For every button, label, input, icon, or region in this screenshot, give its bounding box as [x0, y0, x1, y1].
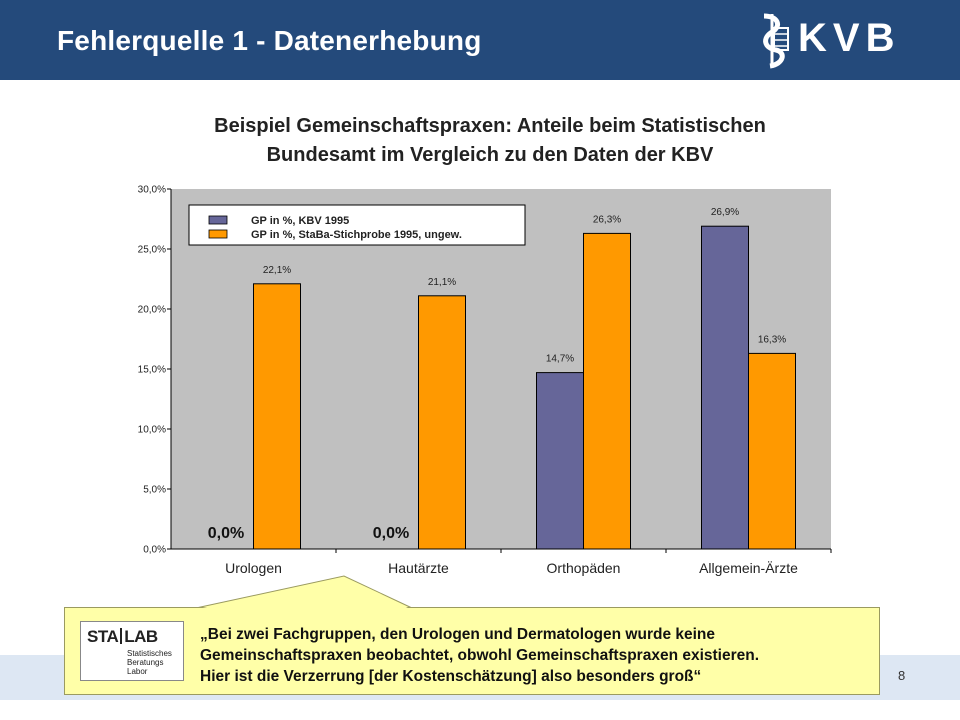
bar-staba	[253, 283, 301, 550]
page-number: 8	[898, 668, 906, 683]
chart-title: Beispiel Gemeinschaftspraxen: Anteile be…	[100, 112, 880, 170]
data-label: 16,3%	[758, 334, 786, 345]
legend-label: GP in %, StaBa-Stichprobe 1995, ungew.	[251, 229, 462, 241]
y-tick-label: 15,0%	[138, 365, 166, 376]
y-tick-label: 5,0%	[143, 485, 166, 496]
data-label: 26,9%	[711, 207, 739, 218]
data-label: 21,1%	[428, 277, 456, 288]
slide-title: Fehlerquelle 1 - Datenerhebung	[57, 25, 482, 56]
kvb-emblem-icon	[763, 13, 789, 69]
callout-box	[64, 607, 880, 695]
chart-title-line-2: Bundesamt im Vergleich zu den Daten der …	[266, 144, 714, 166]
data-label: 22,1%	[263, 265, 291, 276]
y-tick-label: 10,0%	[138, 425, 166, 436]
legend-swatch	[208, 215, 228, 225]
stablab-brand: STA LAB	[87, 627, 158, 646]
bar-staba	[748, 352, 796, 550]
x-tick-label: Urologen	[225, 560, 282, 576]
kvb-logo-text: KVB	[798, 16, 901, 60]
chart-title-line-1: Beispiel Gemeinschaftspraxen: Anteile be…	[214, 115, 766, 137]
y-tick-label: 0,0%	[143, 545, 166, 556]
x-tick-label: Orthopäden	[547, 560, 621, 576]
quote-line-1: „Bei zwei Fachgruppen, den Urologen und …	[200, 626, 716, 643]
data-label-zero: 0,0%	[373, 525, 409, 542]
bar-chart: 0,0% 22,1% 0,0% 21,1% 14,7% 26,3% 26,9% 16,3% 0…	[138, 185, 832, 576]
callout-quote: „Bei zwei Fachgruppen, den Urologen und …	[200, 624, 880, 687]
legend-box	[188, 204, 526, 246]
y-tick-label: 20,0%	[138, 305, 166, 316]
data-label-zero: 0,0%	[208, 525, 244, 542]
quote-line-3: Hier ist die Verzerrung [der Kostenschät…	[200, 668, 702, 685]
bar-kbv	[701, 225, 749, 550]
kvb-logo: KVB	[752, 12, 922, 70]
y-tick-label: 30,0%	[138, 185, 166, 196]
x-tick-label: Hautärzte	[388, 560, 449, 576]
quote-line-2: Gemeinschaftspraxen beobachtet, obwohl G…	[200, 647, 760, 664]
stablab-logo: STA LAB Statistisches Beratungs Labor	[80, 621, 184, 681]
data-label: 26,3%	[593, 214, 621, 225]
y-tick-label: 25,0%	[138, 245, 166, 256]
stablab-subtitle: Statistisches Beratungs Labor	[127, 649, 172, 676]
header-bar	[0, 0, 960, 80]
data-label: 14,7%	[546, 354, 574, 365]
bar-kbv	[536, 372, 584, 550]
legend-label: GP in %, KBV 1995	[251, 215, 349, 227]
x-tick-label: Allgemein-Ärzte	[699, 560, 798, 576]
legend-swatch	[208, 229, 228, 239]
